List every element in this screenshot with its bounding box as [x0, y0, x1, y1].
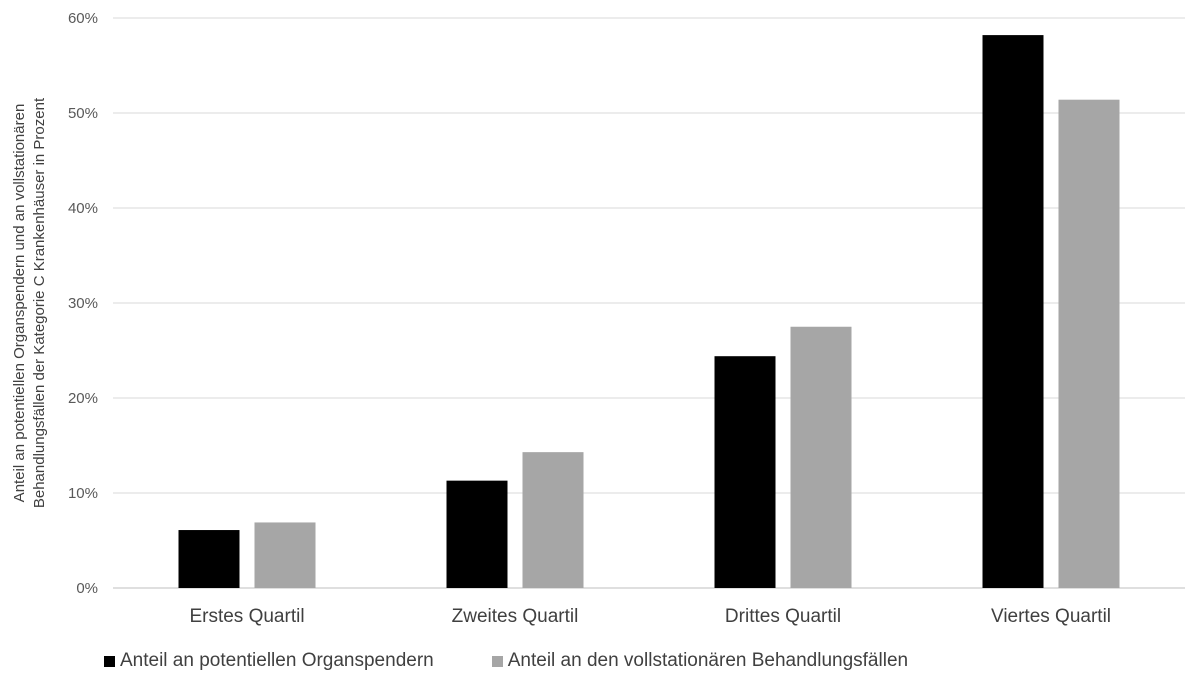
x-category-label: Zweites Quartil: [452, 606, 579, 627]
x-category-label: Viertes Quartil: [991, 606, 1111, 627]
legend-label-series-1: Anteil an potentiellen Organspendern: [120, 650, 434, 671]
y-tick-label: 50%: [68, 105, 98, 122]
gridlines: [113, 17, 1185, 589]
y-axis-label-line-2: Behandlungsfällen der Kategorie C Kranke…: [31, 97, 48, 508]
bar-series-1-4: [982, 35, 1044, 589]
y-axis-label-line-1: Anteil an potentiellen Organspendern und…: [11, 104, 28, 503]
bar-series-1-3: [714, 356, 776, 588]
x-axis-categories: Erstes Quartil Zweites Quartil Drittes Qua…: [189, 606, 1111, 627]
bar-series-2-1: [254, 522, 316, 588]
y-tick-label: 40%: [68, 200, 98, 217]
x-category-label: Erstes Quartil: [189, 606, 304, 627]
legend-item-series-2: Anteil an den vollstationären Behandlung…: [491, 650, 909, 672]
y-tick-label: 20%: [68, 390, 98, 407]
bar-series-1-2: [446, 480, 508, 588]
y-axis-ticks: 0% 10% 20% 30% 40% 50% 60%: [68, 10, 98, 597]
y-tick-label: 30%: [68, 295, 98, 312]
y-tick-label: 10%: [68, 485, 98, 502]
legend: Anteil an potentiellen Organspendern Ant…: [104, 650, 908, 672]
bar-series-2-2: [522, 452, 584, 588]
bars: [178, 35, 1120, 589]
bar-series-1-1: [178, 530, 240, 588]
bar-series-2-3: [790, 326, 852, 588]
legend-item-series-1: Anteil an potentiellen Organspendern: [104, 650, 434, 672]
y-tick-label: 60%: [68, 10, 98, 27]
y-tick-label: 0%: [76, 580, 98, 597]
legend-swatch-series-2: [491, 655, 503, 667]
bar-series-2-4: [1058, 99, 1120, 588]
bar-chart: 0% 10% 20% 30% 40% 50% 60% Erstes Quartil Zweit…: [11, 10, 1185, 627]
x-category-label: Drittes Quartil: [725, 606, 841, 627]
legend-swatch-series-1: [104, 655, 115, 667]
legend-label-series-2: Anteil an den vollstationären Behandlung…: [507, 650, 909, 671]
